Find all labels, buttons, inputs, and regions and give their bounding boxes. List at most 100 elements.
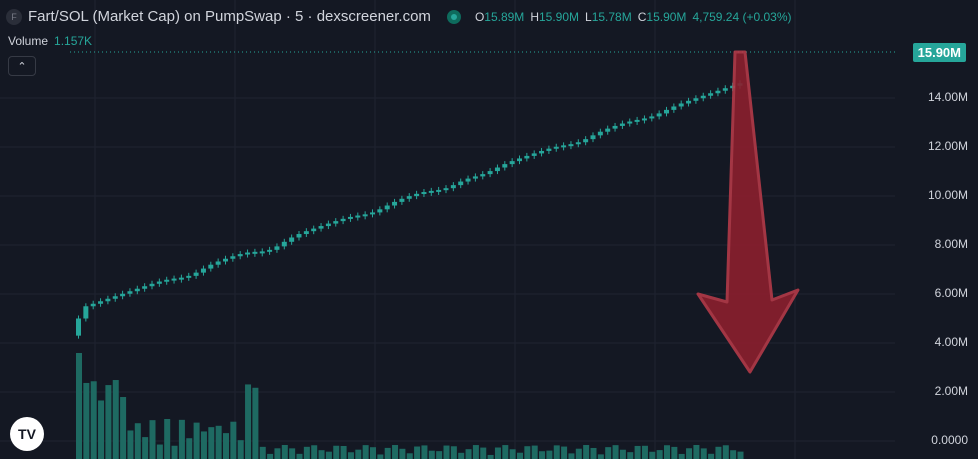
volume-bar [686,448,693,459]
candle [259,251,265,254]
candle [494,167,500,172]
candle [693,98,699,101]
volume-bar [465,449,472,459]
volume-bar [641,445,648,459]
volume-bar [178,419,185,459]
candle [561,145,567,148]
candle [619,123,625,126]
candle [406,196,412,199]
candle [700,95,706,99]
volume-bar [480,447,487,459]
chart-title[interactable]: Fart/SOL (Market Cap) on PumpSwap · 5 · … [28,8,431,25]
volume-bar [267,453,274,459]
volume-bar [531,445,538,459]
candle [289,237,295,242]
candle [634,119,640,122]
candle [509,161,515,165]
candle [347,216,353,219]
volume-bar [259,446,266,459]
candle [296,234,302,238]
candle [678,103,684,107]
volume-bar [164,419,171,459]
volume-bar [98,400,105,459]
candle [90,303,96,307]
volume-bar [355,449,362,459]
volume-bar [450,446,457,459]
price-axis-label: 10.00M [927,188,968,202]
volume-bar [149,420,156,459]
candle [443,188,449,191]
candle [384,205,390,210]
ohlc-readout: O15.89M H15.90M L15.78M C15.90M 4,759.24… [474,9,792,24]
volume-bar [406,453,413,459]
candle [76,318,81,336]
live-status-icon [446,9,461,24]
volume-bar [208,427,215,459]
candle [83,306,89,319]
volume-bar [318,450,325,459]
volume-bar [539,451,546,459]
volume-bar [597,454,604,459]
candle [274,246,280,250]
close-value: 15.90M [646,9,687,24]
volume-bar [561,446,568,459]
candle [487,171,493,175]
price-axis-label: 4.00M [934,335,968,349]
volume-bar [90,381,97,459]
volume-bar [76,353,82,459]
volume-value: 1.157K [54,34,93,48]
volume-bar [215,425,222,459]
price-axis-label: 6.00M [934,286,968,300]
candle [671,106,677,110]
volume-bar [715,446,722,459]
candle [340,218,346,222]
collapse-button[interactable]: ⌃ [8,56,36,76]
candle [149,283,155,287]
candle [392,201,398,206]
volume-bar [443,445,450,459]
volume-bar [634,445,641,459]
candle [686,100,692,104]
volume-bar [340,446,347,459]
candle [355,215,361,218]
candle [223,258,228,262]
candle [127,291,133,294]
candle [98,301,104,304]
high-value: 15.90M [538,9,580,24]
volume-bar [230,421,237,459]
candle [134,288,140,292]
candle [112,296,118,299]
volume-bar [237,440,244,459]
volume-bar [112,380,119,459]
candle [318,226,324,229]
candle [708,93,714,96]
candle [362,214,368,217]
tradingview-logo[interactable]: TV [10,417,44,451]
volume-bar [311,445,318,459]
candle [186,275,192,278]
volume-bar [134,423,141,459]
volume-bar [392,445,399,459]
volume-bar [193,422,200,459]
candle [436,189,442,192]
tradingview-logo-text: TV [18,426,36,442]
volume-bar [502,445,509,459]
volume-bar [546,450,553,459]
candle [590,135,596,140]
candle [325,223,331,227]
candle [156,281,162,284]
price-axis-label: 14.00M [927,90,968,104]
volume-bar [553,445,560,459]
volume-bar [127,430,134,459]
volume-bar [384,447,391,459]
volume-bar [171,445,178,459]
volume-bar [414,446,421,459]
candle [612,125,618,129]
candle [575,142,581,145]
candle [377,209,383,213]
price-axis-label: 2.00M [934,384,968,398]
volume-bar [245,384,252,459]
volume-bar [575,448,582,459]
